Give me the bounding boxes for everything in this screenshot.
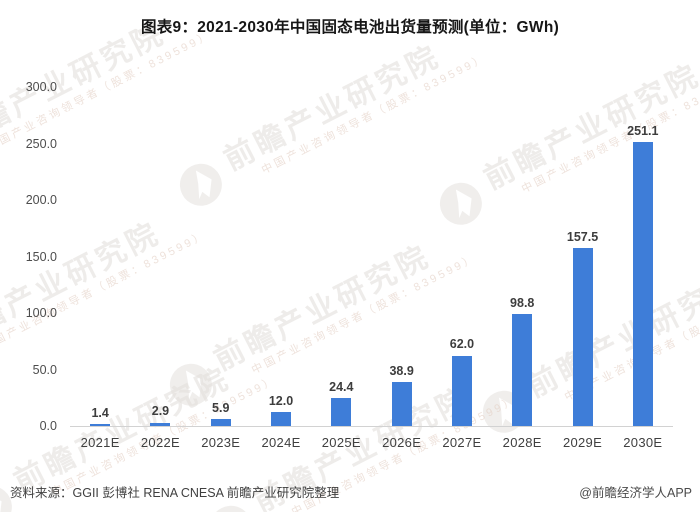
- bar-slot: 2.9: [130, 87, 190, 426]
- bar-value-label: 98.8: [510, 295, 535, 310]
- bar-slot: 251.1: [613, 87, 673, 426]
- x-tick-label: 2029E: [562, 435, 603, 450]
- bar: [210, 419, 231, 426]
- x-tick-label: 2021E: [80, 435, 120, 450]
- bar-slot: 12.0: [251, 87, 311, 426]
- bar-slot: 98.8: [492, 87, 552, 426]
- x-tick-label: 2025E: [321, 435, 361, 450]
- bar: [391, 382, 412, 426]
- bar-value-label: 157.5: [566, 229, 599, 244]
- bar: [451, 355, 472, 426]
- x-tick-label: 2023E: [201, 435, 241, 450]
- y-tick-label: 200.0: [25, 193, 57, 207]
- bar-slot: 38.9: [371, 87, 431, 426]
- y-tick-label: 250.0: [25, 136, 57, 151]
- x-tick-label: 2022E: [140, 435, 180, 450]
- chart-title: 图表9：2021-2030年中国固态电池出货量预测(单位：GWh): [140, 19, 560, 36]
- bar-value-label: 5.9: [212, 400, 230, 415]
- y-tick-label: 50.0: [32, 362, 57, 377]
- x-tick-label: 2030E: [623, 435, 663, 450]
- bar-value-label: 38.9: [389, 363, 414, 378]
- bar: [632, 142, 653, 426]
- bar-value-label: 12.0: [268, 393, 294, 408]
- bar-slot: 1.4: [70, 87, 130, 426]
- y-tick-label: 100.0: [25, 306, 57, 320]
- plot-area: 0.0 50.0 100.0 150.0 200.0 250.0 300.0 1.4 2.9 5…: [26, 80, 673, 450]
- bar-value-label: 2.9: [151, 404, 170, 419]
- bar: [150, 422, 171, 426]
- bar-slot: 5.9: [191, 87, 251, 426]
- x-tick-label: 2027E: [442, 435, 482, 450]
- bar: [90, 424, 111, 426]
- bar-slot: 157.5: [552, 87, 612, 426]
- bar: [572, 248, 593, 426]
- x-axis: 2021E 2022E 2023E 2024E 2025E 2026E 2027E 2028E…: [70, 435, 673, 450]
- bar-value-label: 251.1: [627, 123, 659, 138]
- bar: [331, 398, 352, 426]
- bar-value-label: 1.4: [91, 405, 109, 420]
- x-tick-label: 2026E: [382, 435, 422, 450]
- source-note: 资料来源：GGII 彭博社 RENA CNESA 前瞻产业研究院整理: [10, 486, 340, 500]
- attribution-note: @前瞻经济学人APP: [579, 486, 692, 500]
- footer: 资料来源：GGII 彭博社 RENA CNESA 前瞻产业研究院整理 @前瞻经济…: [10, 482, 692, 501]
- x-tick-label: 2024E: [261, 435, 301, 450]
- bar-slot: 62.0: [432, 87, 492, 426]
- bar-value-label: 62.0: [449, 337, 475, 352]
- bar: [512, 314, 533, 426]
- bar: [271, 412, 292, 426]
- y-tick-label: 0.0: [39, 419, 57, 433]
- y-tick-label: 300.0: [25, 80, 57, 94]
- y-tick-label: 150.0: [25, 249, 57, 264]
- bar-value-label: 24.4: [329, 379, 354, 394]
- x-tick-label: 2028E: [502, 435, 542, 450]
- bars-container: 1.4 2.9 5.9 12.0 24.4 38.9 62.0 98.8 157.5 251.1: [70, 87, 673, 426]
- bar-slot: 24.4: [311, 87, 371, 426]
